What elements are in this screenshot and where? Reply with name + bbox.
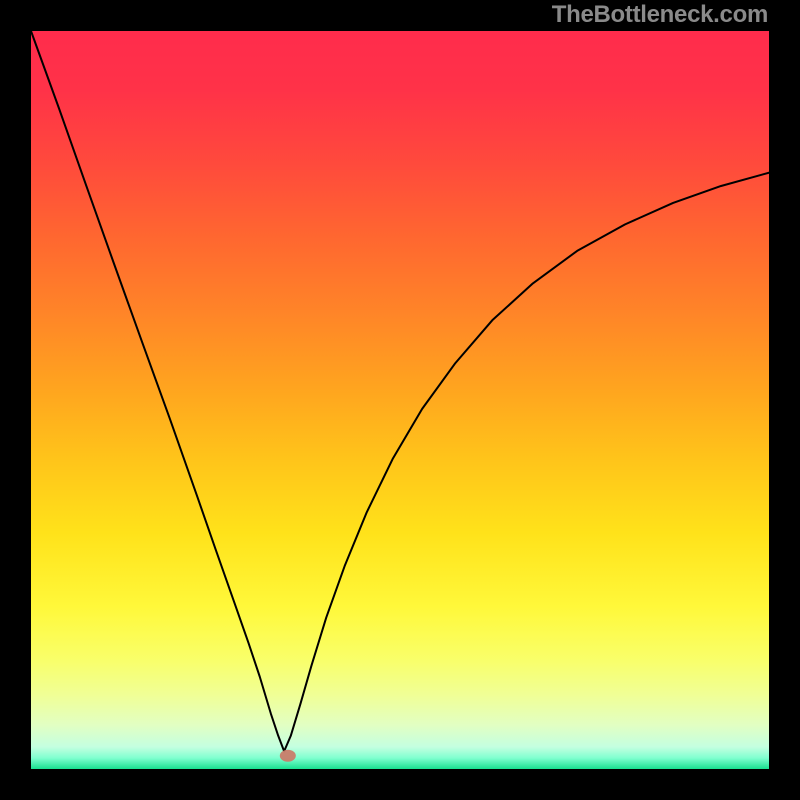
plot-area (31, 31, 769, 769)
curve-layer (31, 31, 769, 769)
optimum-marker (280, 750, 296, 762)
bottleneck-curve (31, 31, 769, 751)
watermark-text: TheBottleneck.com (552, 1, 768, 29)
chart-container: TheBottleneck.com (0, 0, 800, 800)
